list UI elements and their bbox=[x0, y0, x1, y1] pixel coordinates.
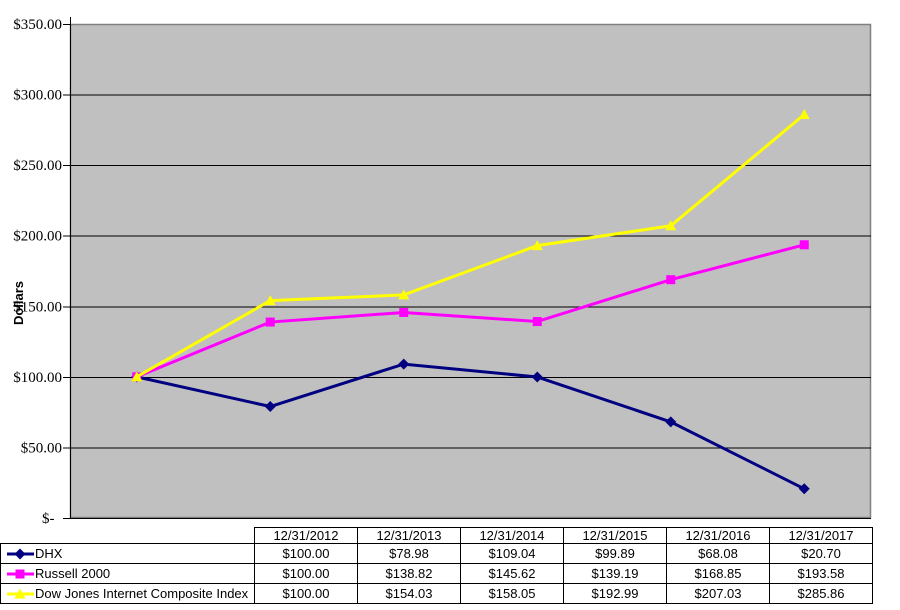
table-header-row: 12/31/2012 12/31/2013 12/31/2014 12/31/2015… bbox=[1, 527, 873, 544]
chart-data-table: 12/31/2012 12/31/2013 12/31/2014 12/31/2015… bbox=[0, 527, 873, 604]
legend-cell-russell-2000: Russell 2000 bbox=[0, 563, 255, 584]
date-header-cell: 12/31/2012 bbox=[254, 527, 358, 544]
date-header-cell: 12/31/2014 bbox=[460, 527, 564, 544]
value-cell: $158.05 bbox=[460, 583, 564, 604]
value-cell: $100.00 bbox=[254, 543, 358, 564]
data-point-dhx bbox=[665, 416, 677, 428]
value-cell: $192.99 bbox=[563, 583, 667, 604]
series-line-dhx bbox=[136, 362, 805, 491]
value-cell: $193.58 bbox=[769, 563, 873, 584]
legend-label: Russell 2000 bbox=[35, 566, 111, 581]
y-axis-tick-label: $250.00 bbox=[13, 158, 62, 174]
legend-marker-shape bbox=[14, 548, 26, 559]
value-cell: $154.03 bbox=[357, 583, 461, 604]
data-point-dow-jones-internet-composite-index bbox=[665, 220, 677, 231]
value-cell: $68.08 bbox=[666, 543, 770, 564]
value-cell: $100.00 bbox=[254, 563, 358, 584]
data-point-russell-2000 bbox=[666, 275, 676, 285]
y-axis-tick-label: $- bbox=[42, 511, 62, 527]
data-point-dow-jones-internet-composite-index bbox=[798, 109, 810, 120]
data-point-russell-2000 bbox=[532, 317, 542, 327]
data-point-dow-jones-internet-composite-index bbox=[264, 295, 276, 306]
table-header-blank-cell bbox=[1, 528, 255, 544]
y-axis-tick-label: $50.00 bbox=[21, 440, 62, 456]
y-axis-tick-label: $350.00 bbox=[13, 17, 62, 33]
data-point-dhx bbox=[798, 483, 810, 495]
legend-label: Dow Jones Internet Composite Index bbox=[35, 586, 249, 601]
date-header-cell: 12/31/2017 bbox=[769, 527, 873, 544]
triangle-legend-marker-icon bbox=[7, 588, 34, 598]
value-cell: $109.04 bbox=[460, 543, 564, 564]
value-cell: $285.86 bbox=[769, 583, 873, 604]
y-axis-title: Dollars bbox=[11, 281, 26, 325]
legend-cell-dhx: DHX bbox=[0, 543, 255, 564]
data-point-dow-jones-internet-composite-index bbox=[531, 240, 543, 251]
legend-label: DHX bbox=[35, 546, 63, 561]
series-line-russell-2000 bbox=[136, 243, 805, 379]
data-point-russell-2000 bbox=[265, 317, 275, 327]
date-header-cell: 12/31/2016 bbox=[666, 527, 770, 544]
value-cell: $100.00 bbox=[254, 583, 358, 604]
square-legend-marker-icon bbox=[7, 569, 34, 578]
data-point-dhx bbox=[398, 358, 410, 370]
value-cell: $78.98 bbox=[357, 543, 461, 564]
value-cell: $20.70 bbox=[769, 543, 873, 564]
data-point-dow-jones-internet-composite-index bbox=[398, 289, 410, 300]
value-cell: $145.62 bbox=[460, 563, 564, 584]
value-cell: $138.82 bbox=[357, 563, 461, 584]
table-row-russell-2000: Russell 2000 $100.00 $138.82 $145.62 $139.19… bbox=[0, 563, 873, 584]
value-cell: $99.89 bbox=[563, 543, 667, 564]
data-point-dhx bbox=[264, 401, 276, 413]
legend-item-russell-2000: Russell 2000 bbox=[2, 566, 254, 581]
value-cell: $168.85 bbox=[666, 563, 770, 584]
chart-data-table-wrap: 12/31/2012 12/31/2013 12/31/2014 12/31/2015… bbox=[0, 527, 873, 604]
y-axis-tick-label: $100.00 bbox=[13, 370, 62, 386]
y-axis-tick-label: $300.00 bbox=[13, 88, 62, 104]
performance-line-chart: $350.00 $300.00 $250.00 $200.00 $150.00 $100.… bbox=[11, 17, 872, 527]
y-axis-tick-label: $150.00 bbox=[13, 299, 62, 315]
date-header-cell: 12/31/2013 bbox=[357, 527, 461, 544]
table-row-dhx: DHX $100.00 $78.98 $109.04 $99.89 $68.08 $20.7… bbox=[0, 543, 873, 564]
date-header-cell: 12/31/2015 bbox=[563, 527, 667, 544]
data-point-russell-2000 bbox=[799, 240, 809, 250]
table-row-dow-jones-internet-composite-index: Dow Jones Internet Composite Index $100.0… bbox=[0, 583, 873, 604]
data-point-dow-jones-internet-composite-index bbox=[131, 371, 143, 382]
series-dow-jones-internet-composite-index bbox=[131, 109, 810, 382]
data-point-russell-2000 bbox=[399, 307, 409, 317]
legend-item-dhx: DHX bbox=[2, 546, 254, 561]
y-axis-tick-label: $200.00 bbox=[13, 229, 62, 245]
series-line-dow-jones-internet-composite-index bbox=[136, 113, 806, 379]
legend-item-dow-jones-internet-composite-index: Dow Jones Internet Composite Index bbox=[2, 586, 254, 601]
diamond-legend-marker-icon bbox=[7, 548, 34, 559]
value-cell: $139.19 bbox=[563, 563, 667, 584]
value-cell: $207.03 bbox=[666, 583, 770, 604]
legend-marker-shape bbox=[15, 569, 25, 578]
legend-marker-shape bbox=[14, 588, 26, 598]
legend-cell-dow-jones-internet-composite-index: Dow Jones Internet Composite Index bbox=[0, 583, 255, 604]
data-point-dhx bbox=[531, 371, 543, 383]
